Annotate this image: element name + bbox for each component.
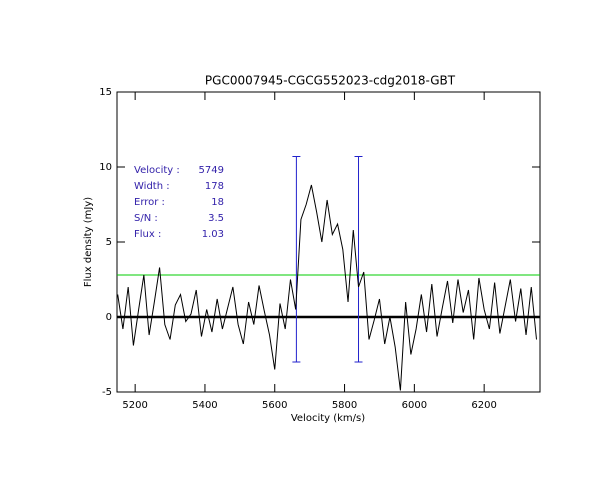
x-axis-label: Velocity (km/s) [291, 413, 365, 424]
y-tick-label: 10 [99, 162, 112, 173]
y-tick-label: -5 [102, 387, 112, 398]
annotation-value: 5749 [199, 165, 224, 176]
plot-frame [116, 91, 541, 393]
x-tick-label: 5200 [122, 400, 147, 411]
annotation-value: 1.03 [202, 229, 224, 240]
chart-title: PGC0007945-CGCG552023-cdg2018-GBT [205, 74, 456, 88]
annotation-label: Width : [134, 181, 170, 192]
y-tick-label: 0 [106, 312, 112, 323]
x-tick-label: 6000 [402, 400, 427, 411]
annotation-label: Velocity : [134, 165, 180, 176]
annotation-value: 3.5 [208, 213, 224, 224]
annotation-label: Error : [134, 197, 165, 208]
annotation-label: Flux : [134, 229, 161, 240]
x-tick-label: 5800 [332, 400, 357, 411]
y-axis-label: Flux density (mJy) [83, 197, 94, 287]
annotation-label: S/N : [134, 213, 158, 224]
plot-area [117, 156, 540, 391]
y-tick-label: 5 [106, 237, 112, 248]
x-tick-label: 6200 [471, 400, 496, 411]
spectrum-line [117, 184, 538, 391]
x-tick-label: 5600 [262, 400, 287, 411]
x-tick-label: 5400 [192, 400, 217, 411]
annotation-value: 18 [211, 197, 224, 208]
y-tick-label: 15 [99, 87, 112, 98]
annotation-value: 178 [205, 181, 224, 192]
